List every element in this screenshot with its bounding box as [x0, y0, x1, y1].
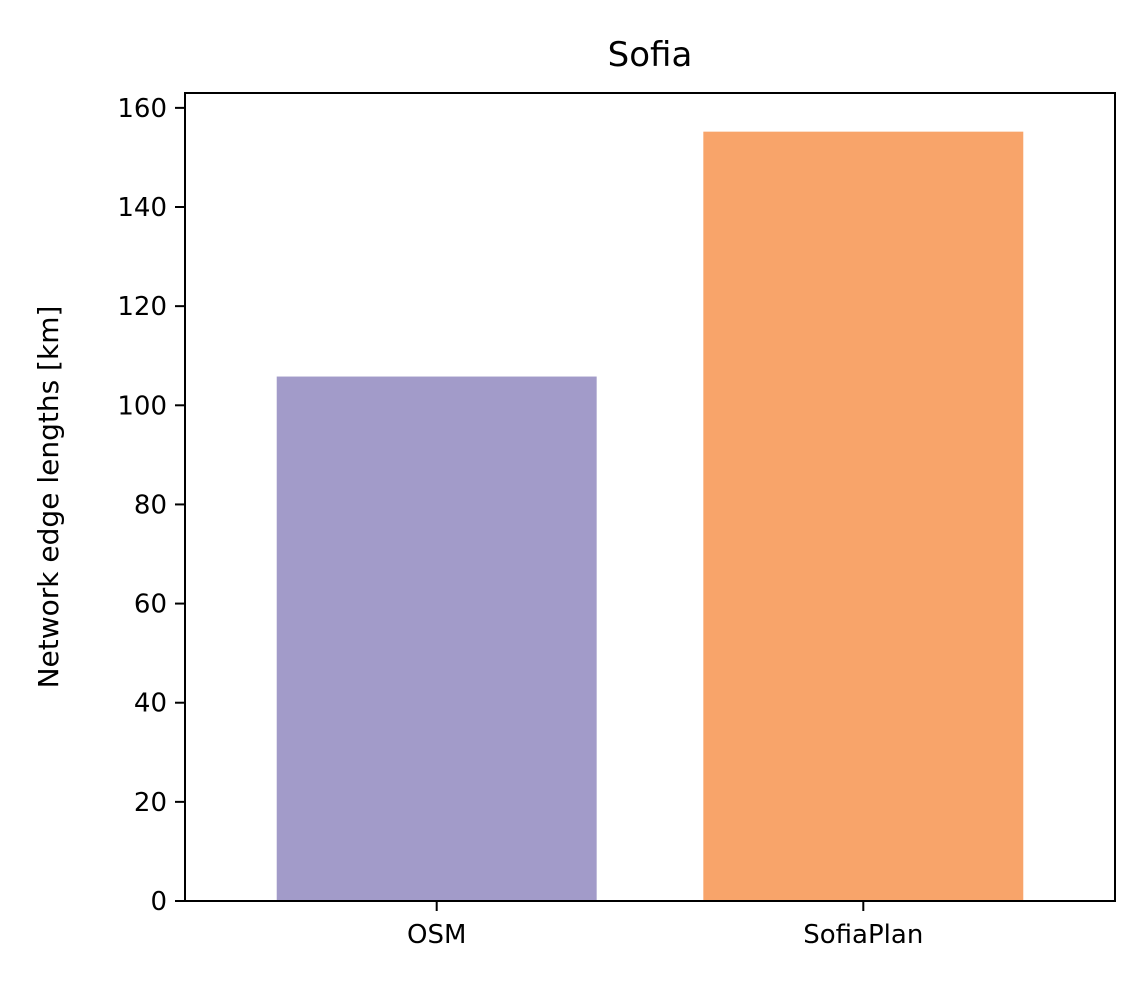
chart-title: Sofia	[608, 35, 693, 75]
y-tick-label: 40	[134, 689, 167, 719]
y-tick-label: 100	[117, 391, 167, 421]
y-tick-label: 60	[134, 590, 167, 620]
bar-osm	[276, 376, 597, 901]
y-tick-label: 160	[117, 94, 167, 124]
y-axis-ticks: 0 20 40 60 80 100 120 140 160	[117, 94, 185, 917]
x-tick-label: SofiaPlan	[803, 920, 923, 950]
y-tick-label: 120	[117, 292, 167, 322]
x-tick-label: OSM	[407, 920, 466, 950]
y-tick-label: 140	[117, 193, 167, 223]
y-axis-label: Network edge lengths [km]	[32, 306, 65, 689]
bar-sofiaplan	[703, 131, 1024, 901]
x-axis-ticks: OSM SofiaPlan	[407, 901, 923, 950]
bars-group	[276, 131, 1024, 901]
y-tick-label: 80	[134, 490, 167, 520]
plot-frame	[184, 92, 1116, 902]
y-tick-label: 20	[134, 788, 167, 818]
y-tick-label: 0	[150, 887, 167, 917]
